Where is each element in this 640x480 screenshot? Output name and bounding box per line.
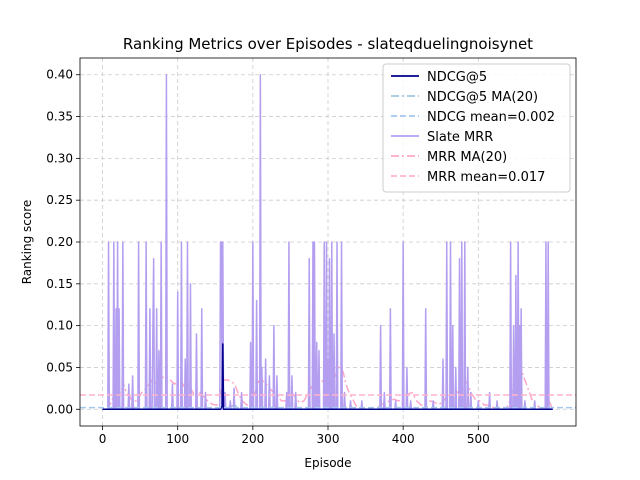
y-axis-label: Ranking score <box>20 200 34 285</box>
y-axis: 0.00 0.05 0.10 0.15 0.20 0.25 0.30 0.35 0.40 <box>46 68 80 416</box>
y-tick-label: 0.15 <box>46 277 73 291</box>
legend-entry: MRR mean=0.017 <box>427 170 545 185</box>
legend-entry: NDCG@5 <box>427 70 487 85</box>
y-tick-label: 0.25 <box>46 193 73 207</box>
y-tick-label: 0.35 <box>46 110 73 124</box>
x-tick-label: 0 <box>99 432 107 446</box>
legend-box <box>382 63 571 193</box>
legend: NDCG@5 NDCG@5 MA(20) NDCG mean=0.002 Slate … <box>382 63 571 193</box>
y-tick-label: 0.30 <box>46 151 73 165</box>
x-tick-label: 100 <box>166 432 189 446</box>
legend-entry: NDCG mean=0.002 <box>427 110 555 125</box>
y-tick-label: 0.20 <box>46 235 73 249</box>
x-tick-label: 500 <box>467 432 490 446</box>
y-tick-label: 0.10 <box>46 319 73 333</box>
chart-title: Ranking Metrics over Episodes - slateqdu… <box>123 35 533 53</box>
y-tick-label: 0.00 <box>46 402 73 416</box>
x-axis: 0 100 200 300 400 500 <box>99 426 490 446</box>
x-axis-label: Episode <box>304 456 351 470</box>
legend-entry: NDCG@5 MA(20) <box>427 90 538 105</box>
x-tick-label: 300 <box>317 432 340 446</box>
x-tick-label: 200 <box>241 432 264 446</box>
x-tick-label: 400 <box>392 432 415 446</box>
legend-entry: Slate MRR <box>427 130 493 145</box>
y-tick-label: 0.40 <box>46 68 73 82</box>
y-tick-label: 0.05 <box>46 360 73 374</box>
series-layer <box>80 73 576 411</box>
series-ndcg-5-line <box>102 343 553 411</box>
legend-entry: MRR MA(20) <box>427 150 507 165</box>
